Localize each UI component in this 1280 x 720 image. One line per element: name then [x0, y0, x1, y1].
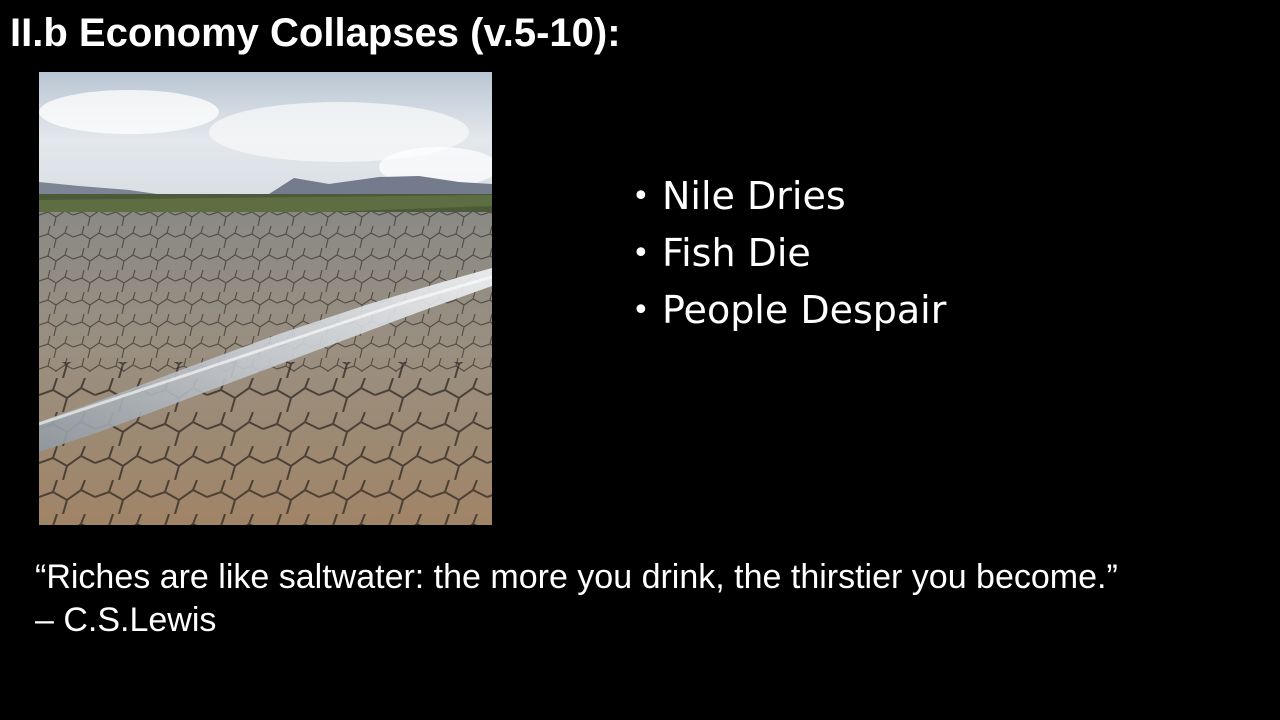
- dried-riverbed-photo: [39, 72, 492, 525]
- bullet-dot-icon: •: [632, 236, 650, 271]
- bullet-text: People Despair: [662, 288, 947, 332]
- slide-title: II.b Economy Collapses (v.5-10):: [10, 11, 621, 55]
- bullet-list: • Nile Dries • Fish Die • People Despair: [632, 168, 946, 339]
- bullet-item: • Fish Die: [632, 225, 946, 282]
- bullet-text: Fish Die: [662, 231, 811, 275]
- bullet-text: Nile Dries: [662, 174, 846, 218]
- quote-text: “Riches are like saltwater: the more you…: [35, 558, 1118, 596]
- bullet-dot-icon: •: [632, 293, 650, 328]
- quote-block: “Riches are like saltwater: the more you…: [35, 556, 1255, 642]
- bullet-item: • People Despair: [632, 282, 946, 339]
- bullet-item: • Nile Dries: [632, 168, 946, 225]
- quote-attribution: – C.S.Lewis: [35, 601, 217, 639]
- bullet-dot-icon: •: [632, 179, 650, 214]
